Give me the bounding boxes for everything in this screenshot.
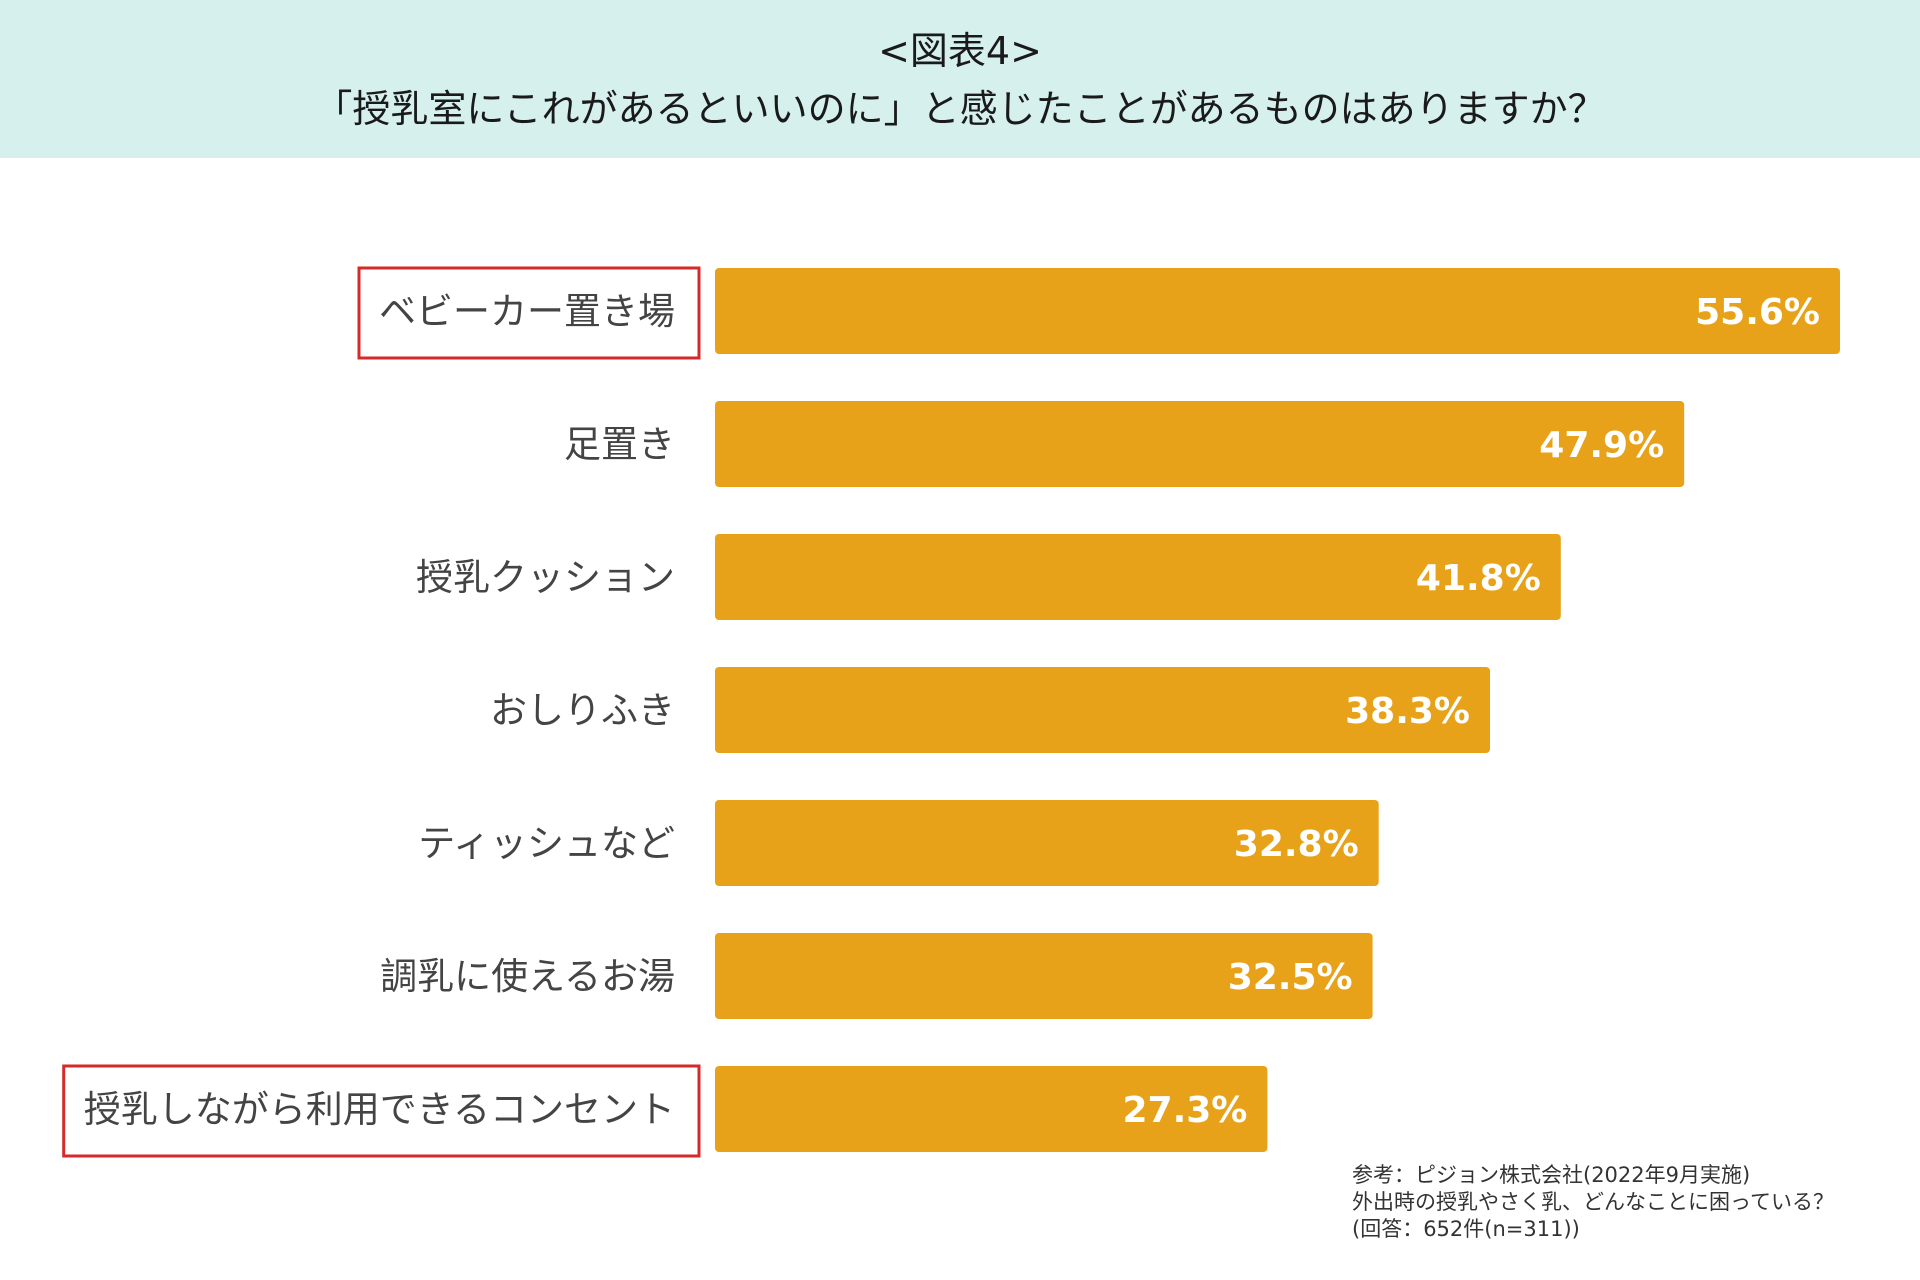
highlight-box-7 bbox=[62, 1064, 701, 1158]
bar-3 bbox=[715, 534, 1561, 620]
value-label-2: 47.9% bbox=[1539, 425, 1664, 466]
category-label-2: 足置き bbox=[564, 423, 675, 466]
highlight-box-1 bbox=[357, 266, 701, 360]
value-label-1: 55.6% bbox=[1695, 292, 1820, 333]
category-label-7: 授乳しながら利用できるコンセント bbox=[84, 1088, 675, 1131]
bar-2 bbox=[715, 401, 1685, 487]
value-label-3: 41.8% bbox=[1416, 558, 1541, 599]
source-line-3: (回答：652件(n=311)) bbox=[1352, 1217, 1580, 1241]
category-label-5: ティッシュなど bbox=[418, 822, 675, 865]
source-line-1: 参考：ピジョン株式会社(2022年9月実施) bbox=[1352, 1163, 1751, 1187]
bar-7 bbox=[715, 1066, 1268, 1152]
category-label-3: 授乳クッション bbox=[416, 556, 675, 599]
bar-6 bbox=[715, 933, 1373, 1019]
value-label-6: 32.5% bbox=[1228, 957, 1353, 998]
chart-title: 「授乳室にこれがあるといいのに」と感じたことがあるものはありますか？ bbox=[314, 87, 1606, 131]
source-note: 参考：ピジョン株式会社(2022年9月実施) 外出時の授乳やさく乳、どんなことに… bbox=[1352, 1162, 1912, 1243]
value-label-7: 27.3% bbox=[1122, 1090, 1247, 1131]
value-label-5: 32.8% bbox=[1234, 824, 1359, 865]
category-label-1: ベビーカー置き場 bbox=[379, 290, 675, 333]
figure-label: <図表4> bbox=[878, 29, 1042, 73]
bar-1 bbox=[715, 268, 1840, 354]
source-line-2: 外出時の授乳やさく乳、どんなことに困っている？ bbox=[1352, 1190, 1834, 1214]
category-label-6: 調乳に使えるお湯 bbox=[380, 955, 675, 998]
category-label-4: おしりふき bbox=[490, 689, 675, 732]
bar-4 bbox=[715, 667, 1490, 753]
chart-header: <図表4> 「授乳室にこれがあるといいのに」と感じたことがあるものはありますか？ bbox=[0, 0, 1920, 158]
bar-5 bbox=[715, 800, 1379, 886]
value-label-4: 38.3% bbox=[1345, 691, 1470, 732]
